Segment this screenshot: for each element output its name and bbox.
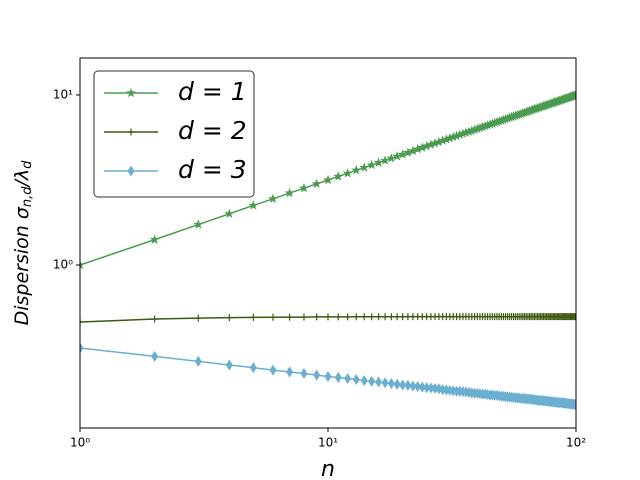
marker	[80, 342, 84, 354]
marker	[194, 355, 202, 367]
x-tick-label: 10²	[566, 436, 586, 450]
legend-box	[93, 70, 255, 198]
marker	[373, 157, 384, 167]
marker	[375, 376, 383, 388]
marker	[80, 318, 84, 326]
marker	[387, 377, 395, 389]
marker	[418, 381, 426, 393]
y-label-part: /λ	[11, 169, 33, 189]
legend-marker	[127, 165, 135, 177]
marker	[381, 377, 389, 389]
marker	[386, 153, 397, 163]
marker	[127, 165, 135, 177]
legend-label: d = 2	[178, 116, 247, 145]
legend-label: d = 3	[178, 155, 247, 184]
marker	[571, 89, 576, 100]
x-tick-label: 10⁰	[70, 436, 90, 450]
marker	[366, 159, 377, 170]
marker	[151, 315, 159, 323]
marker	[126, 87, 136, 98]
marker	[268, 193, 278, 204]
marker	[344, 313, 352, 321]
marker	[269, 313, 277, 321]
marker	[149, 234, 160, 244]
marker	[284, 187, 295, 198]
marker	[324, 370, 332, 382]
y-tick-label: 10¹	[53, 87, 73, 101]
marker	[352, 374, 360, 386]
legend-marker	[127, 128, 135, 136]
marker	[409, 380, 417, 392]
marker	[381, 313, 389, 321]
y-label-part: Dispersion σ	[11, 206, 33, 325]
marker	[127, 128, 135, 136]
marker	[313, 369, 321, 381]
marker	[360, 313, 368, 321]
marker	[333, 171, 344, 181]
marker	[352, 313, 360, 321]
marker	[423, 382, 431, 394]
plot-frame	[79, 57, 577, 429]
x-axis-label: n	[321, 457, 335, 480]
plot-area	[80, 89, 576, 411]
marker	[299, 182, 309, 193]
marker	[324, 313, 332, 321]
marker	[414, 380, 422, 392]
marker	[572, 313, 576, 321]
marker	[427, 382, 435, 394]
marker	[249, 313, 257, 321]
marker	[334, 313, 342, 321]
marker	[334, 371, 342, 383]
marker	[399, 379, 407, 391]
marker	[300, 368, 308, 380]
y-label-part: d	[20, 160, 35, 169]
marker	[248, 200, 259, 210]
marker	[249, 362, 257, 374]
marker	[225, 359, 233, 371]
marker	[375, 313, 383, 321]
marker	[404, 379, 412, 391]
marker	[193, 219, 204, 229]
marker	[392, 151, 403, 161]
marker	[431, 382, 439, 394]
marker	[286, 366, 294, 378]
marker	[360, 375, 368, 387]
marker	[313, 313, 321, 321]
y-label-part: n,d	[20, 186, 35, 207]
marker	[194, 314, 202, 322]
marker	[225, 314, 233, 322]
y-axis-label: Dispersion σn,d/λd	[11, 160, 35, 326]
legend-label: d = 1	[178, 77, 247, 106]
marker	[397, 149, 408, 159]
marker	[286, 313, 294, 321]
marker	[351, 165, 362, 175]
marker	[300, 313, 308, 321]
marker	[224, 208, 235, 219]
marker	[342, 168, 353, 178]
marker	[311, 178, 322, 189]
marker	[80, 259, 85, 270]
marker	[380, 155, 391, 165]
x-tick-label: 10¹	[318, 436, 338, 450]
y-tick-label: 10⁰	[53, 258, 73, 272]
marker	[393, 378, 401, 390]
legend-marker	[126, 87, 136, 98]
marker	[368, 375, 376, 387]
marker	[151, 350, 159, 362]
marker	[368, 313, 376, 321]
marker	[344, 373, 352, 385]
marker	[572, 399, 576, 411]
marker	[269, 364, 277, 376]
marker	[359, 162, 370, 172]
marker	[323, 174, 333, 185]
